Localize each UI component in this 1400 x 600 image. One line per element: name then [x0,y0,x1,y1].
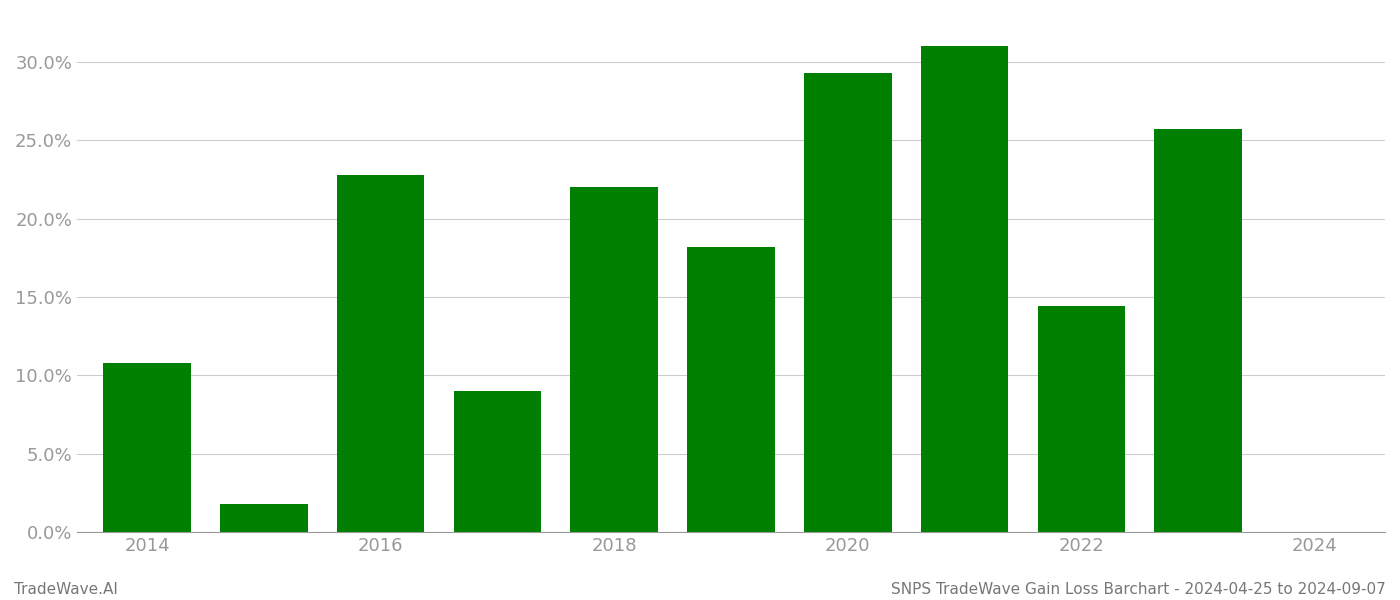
Bar [337,175,424,532]
Bar [570,187,658,532]
Text: SNPS TradeWave Gain Loss Barchart - 2024-04-25 to 2024-09-07: SNPS TradeWave Gain Loss Barchart - 2024… [892,582,1386,597]
Bar [454,391,542,532]
Bar [921,46,1008,532]
Bar [220,504,308,532]
Bar [1037,307,1126,532]
Bar [1155,130,1242,532]
Bar [104,363,190,532]
Bar [804,73,892,532]
Text: TradeWave.AI: TradeWave.AI [14,582,118,597]
Bar [687,247,774,532]
